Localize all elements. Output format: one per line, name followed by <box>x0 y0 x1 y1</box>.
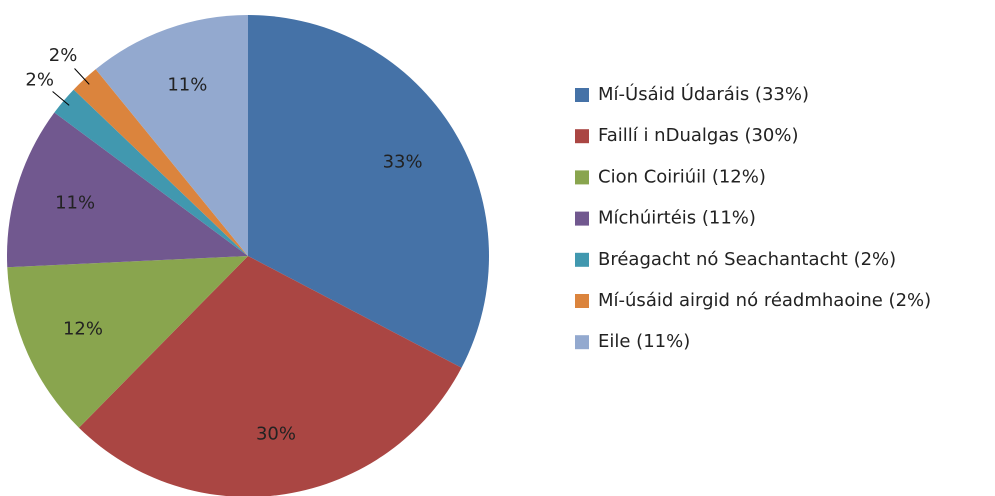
legend-swatch <box>575 170 589 185</box>
data-label: 2% <box>25 70 54 91</box>
data-label: 30% <box>256 424 296 445</box>
legend-label: Eile (11%) <box>598 331 690 352</box>
legend-label: Mí-úsáid airgid nó réadmhaoine (2%) <box>598 290 931 311</box>
legend-label: Bréagacht nó Seachantacht (2%) <box>598 249 896 270</box>
legend-label: Mí-Úsáid Údaráis (33%) <box>598 83 809 105</box>
data-label: 12% <box>63 319 103 340</box>
legend-swatch <box>575 211 589 226</box>
pie-slice <box>95 15 248 256</box>
legend-label: Faillí i nDualgas (30%) <box>598 125 799 146</box>
leader-line <box>74 68 90 85</box>
pie-slice <box>7 256 249 428</box>
pie-slice <box>73 69 248 257</box>
pie-slice <box>248 15 490 368</box>
pie-slice <box>54 89 248 257</box>
pie-slice <box>6 112 248 268</box>
legend-swatch <box>575 129 589 144</box>
data-label: 33% <box>383 151 423 172</box>
data-label: 2% <box>49 45 78 66</box>
legend-label: Cion Coiriúil (12%) <box>598 166 766 187</box>
legend-swatch <box>575 252 589 267</box>
leader-line <box>52 91 70 106</box>
legend-swatch <box>575 335 589 350</box>
legend-swatch <box>575 294 589 308</box>
legend-label: Míchúirtéis (11%) <box>598 208 756 229</box>
data-label: 11% <box>55 192 95 213</box>
pie-slice <box>78 256 462 496</box>
data-label: 11% <box>167 75 207 96</box>
legend-swatch <box>575 88 589 102</box>
